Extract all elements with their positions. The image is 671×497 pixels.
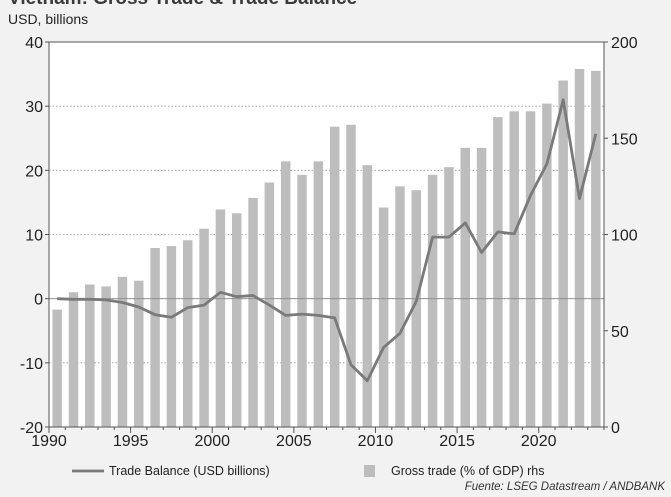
y-left-tick-label: -20: [20, 420, 43, 437]
bar: [411, 190, 422, 427]
y-left-tick-label: 30: [25, 99, 43, 116]
bar: [313, 161, 324, 427]
bar: [476, 147, 487, 427]
source-note: Fuente: LSEG Datastream / ANDBANK: [464, 481, 665, 493]
bar: [542, 103, 552, 427]
bar: [150, 247, 160, 427]
y-right-tick-label: 0: [611, 420, 620, 437]
y-left-tick-label: -10: [20, 356, 43, 373]
chart-subtitle: USD, billions: [8, 11, 89, 27]
legend-label-trade-balance: Trade Balance (USD billions): [109, 464, 270, 478]
x-tick-label: 1990: [31, 433, 67, 450]
bar: [591, 70, 601, 427]
bar: [460, 147, 470, 427]
bar: [329, 126, 340, 427]
x-tick-label: 2020: [521, 433, 557, 450]
y-right-tick-label: 100: [611, 228, 638, 245]
bar: [85, 284, 95, 427]
y-left-tick-label: 20: [25, 163, 43, 180]
x-tick-label: 2000: [194, 433, 230, 450]
bar: [525, 111, 536, 428]
x-tick-label: 2010: [358, 433, 394, 450]
bar: [231, 213, 242, 427]
y-right-tick-label: 200: [611, 35, 638, 52]
bar: [346, 124, 356, 428]
y-left-tick-label: 40: [25, 35, 43, 52]
x-tick-label: 2005: [276, 433, 312, 450]
bar: [117, 276, 128, 427]
legend: Trade Balance (USD billions) Gross trade …: [72, 464, 545, 478]
bar: [444, 167, 454, 427]
bar: [493, 117, 503, 427]
bar: [101, 286, 111, 427]
y-right-tick-label: 150: [611, 131, 638, 148]
bar: [166, 246, 177, 427]
trade-balance-line: [57, 98, 598, 383]
bar: [280, 161, 291, 427]
y-right-tick-label: 50: [611, 324, 629, 341]
bar: [52, 309, 62, 427]
axis-layer: -20 -10 0 10 20 30 40 0 50 100 150 200 1990 1995 2000 2…: [20, 35, 638, 450]
line-layer: [57, 98, 598, 383]
grid-layer: [49, 41, 604, 427]
x-tick-label: 2015: [439, 433, 475, 450]
bar: [395, 186, 405, 427]
x-tick-label: 1995: [113, 433, 149, 450]
bar: [427, 174, 438, 427]
bar-layer: [52, 68, 601, 428]
y-left-tick-label: 0: [34, 292, 43, 309]
bar: [362, 165, 373, 427]
bar: [558, 80, 568, 427]
bar: [183, 240, 193, 427]
bar: [215, 209, 226, 427]
bar: [297, 174, 307, 427]
bar: [509, 111, 519, 428]
chart-title: Vietnam: Gross Trade & Trade Balance: [8, 0, 357, 10]
y-left-tick-label: 10: [25, 228, 43, 245]
bar: [248, 197, 258, 427]
legend-label-gross-trade: Gross trade (% of GDP) rhs: [391, 464, 545, 478]
bar: [574, 68, 585, 427]
bar: [134, 280, 144, 427]
bar: [199, 228, 209, 427]
bar: [68, 292, 79, 427]
legend-bar-swatch: [364, 465, 375, 477]
bar: [378, 207, 389, 427]
